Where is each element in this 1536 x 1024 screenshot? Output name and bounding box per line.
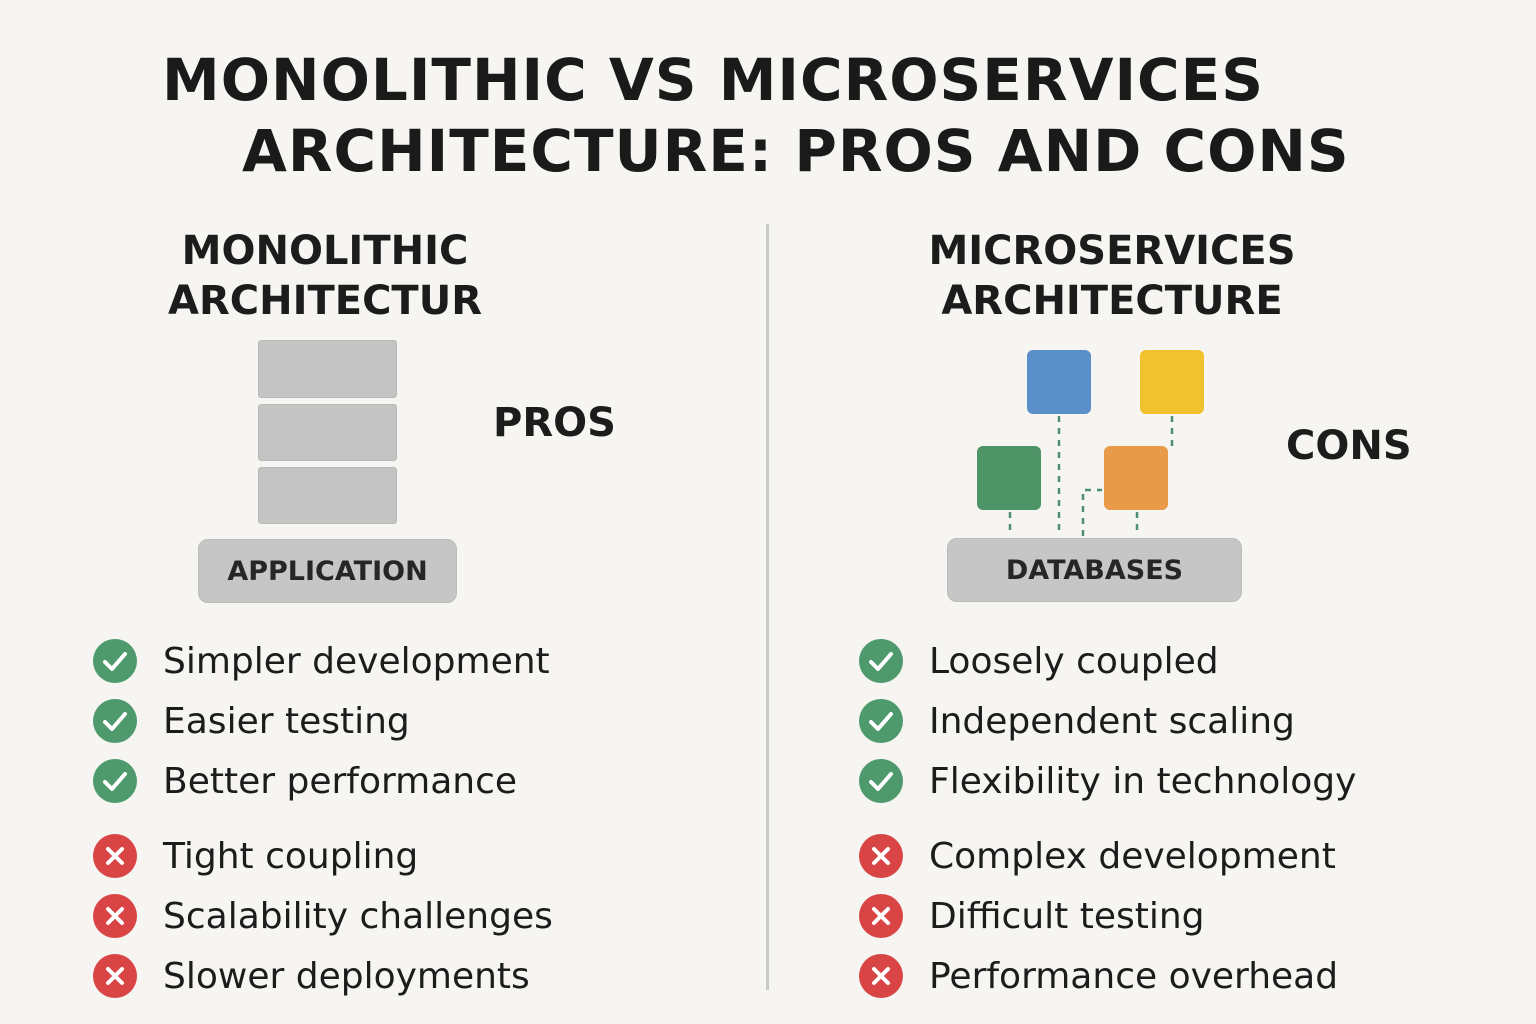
service-block-yellow	[1140, 350, 1204, 414]
list-item-text: Slower deployments	[163, 955, 530, 997]
monolithic-heading: MONOLITHIC ARCHITECTUR	[100, 226, 550, 326]
column-divider	[766, 224, 769, 990]
check-circle-icon	[93, 639, 137, 683]
list-item-text: Tight coupling	[163, 835, 419, 877]
check-circle-icon	[859, 639, 903, 683]
con-list-item: Tight coupling	[93, 826, 553, 886]
x-circle-icon	[93, 954, 137, 998]
con-list-item: Slower deployments	[93, 946, 553, 1006]
x-circle-icon	[859, 894, 903, 938]
list-item-text: Complex development	[929, 835, 1336, 877]
pro-list-item: Flexibility in technology	[859, 751, 1356, 811]
x-circle-icon	[93, 834, 137, 878]
microservices-cons-list: Complex development Difficult testing Perf…	[859, 826, 1338, 1006]
check-circle-icon	[859, 699, 903, 743]
cons-label: CONS	[1286, 423, 1412, 469]
service-block-orange	[1104, 446, 1168, 510]
pro-list-item: Better performance	[93, 751, 550, 811]
pro-list-item: Easier testing	[93, 691, 550, 751]
x-circle-icon	[859, 834, 903, 878]
list-item-text: Simpler development	[163, 640, 550, 682]
pro-list-item: Simpler development	[93, 631, 550, 691]
x-circle-icon	[93, 894, 137, 938]
check-circle-icon	[93, 699, 137, 743]
microservices-heading-line-2: ARCHITECTURE	[941, 278, 1283, 324]
databases-box: DATABASES	[947, 538, 1242, 602]
list-item-text: Scalability challenges	[163, 895, 553, 937]
check-circle-icon	[93, 759, 137, 803]
microservices-pros-list: Loosely coupled Independent scaling Flexib…	[859, 631, 1356, 811]
pro-list-item: Loosely coupled	[859, 631, 1356, 691]
list-item-text: Performance overhead	[929, 955, 1339, 997]
con-list-item: Performance overhead	[859, 946, 1338, 1006]
microservices-heading: MICROSERVICES ARCHITECTURE	[862, 226, 1362, 326]
databases-label: DATABASES	[1005, 554, 1184, 586]
list-item-text: Better performance	[163, 760, 518, 802]
application-box: APPLICATION	[198, 539, 457, 603]
monolith-layer-block	[258, 404, 397, 461]
page-title-line-1: MONOLITHIC VS MICROSERVICES	[162, 46, 1265, 114]
monolithic-heading-line-2: ARCHITECTUR	[167, 278, 482, 324]
application-label: APPLICATION	[227, 555, 428, 587]
monolithic-heading-line-1: MONOLITHIC	[181, 228, 469, 274]
monolith-layer-block	[258, 467, 397, 524]
con-list-item: Difficult testing	[859, 886, 1338, 946]
service-block-green	[977, 446, 1041, 510]
monolithic-cons-list: Tight coupling Scalability challenges Slow…	[93, 826, 553, 1006]
connector-line	[1081, 488, 1102, 536]
check-circle-icon	[859, 759, 903, 803]
monolith-layer-block	[258, 340, 397, 398]
con-list-item: Complex development	[859, 826, 1338, 886]
microservices-heading-line-1: MICROSERVICES	[928, 228, 1296, 274]
page-title-line-2: ARCHITECTURE: PROS AND CONS	[242, 117, 1350, 185]
list-item-text: Loosely coupled	[929, 640, 1219, 682]
pros-label: PROS	[493, 400, 616, 446]
list-item-text: Independent scaling	[929, 700, 1295, 742]
x-circle-icon	[859, 954, 903, 998]
list-item-text: Difficult testing	[929, 895, 1205, 937]
monolithic-pros-list: Simpler development Easier testing Better …	[93, 631, 550, 811]
con-list-item: Scalability challenges	[93, 886, 553, 946]
pro-list-item: Independent scaling	[859, 691, 1356, 751]
list-item-text: Flexibility in technology	[929, 760, 1357, 802]
service-block-blue	[1027, 350, 1091, 414]
list-item-text: Easier testing	[163, 700, 410, 742]
